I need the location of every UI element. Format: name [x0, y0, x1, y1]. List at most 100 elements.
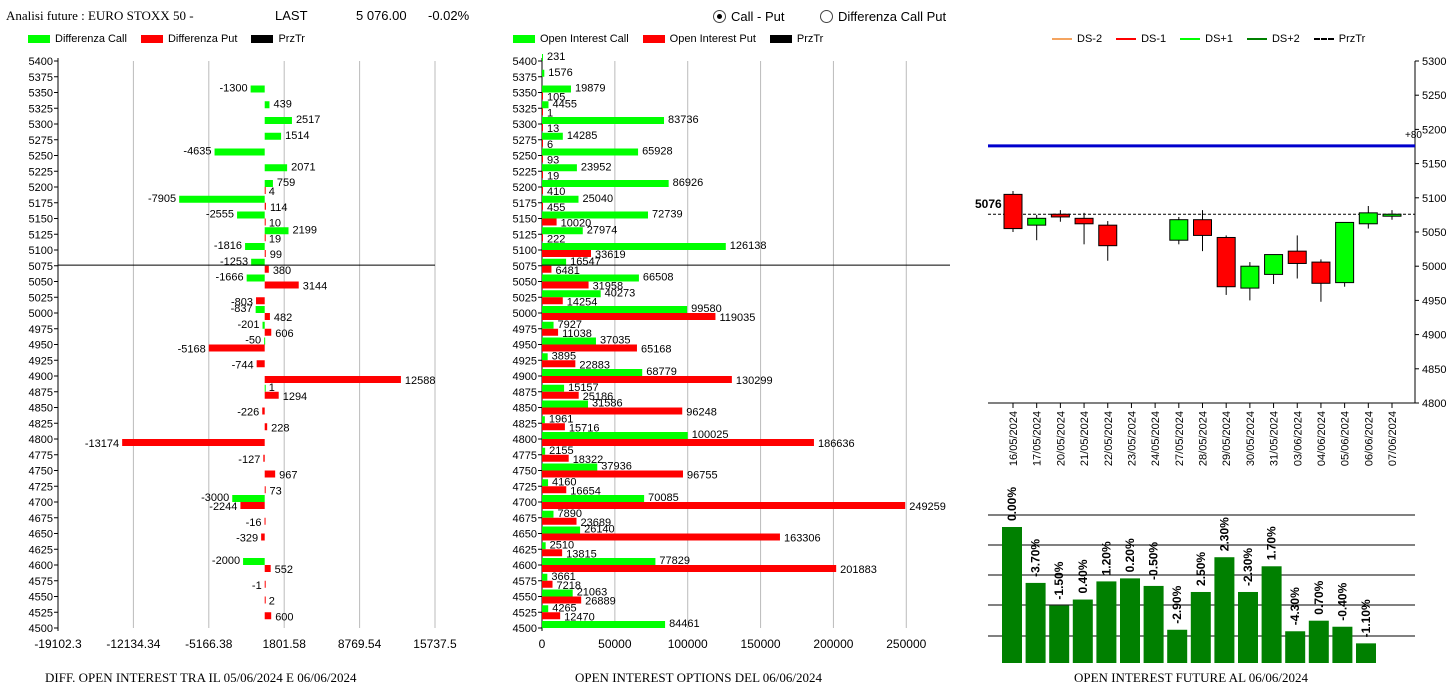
oi-put-label: 11038	[562, 328, 592, 340]
oi-put-bar	[542, 549, 563, 557]
oi-call-bar	[542, 463, 598, 471]
candle-y-label: 5000	[1422, 261, 1446, 273]
candle-date-label: 28/05/2024	[1198, 411, 1210, 466]
candle-body	[1382, 213, 1402, 217]
diff-put-label: 606	[275, 328, 293, 340]
diff-call-bar	[214, 148, 265, 156]
oi-put-bar	[542, 218, 557, 226]
diff-put-bar	[122, 439, 265, 446]
oi-put-bar	[542, 265, 552, 273]
future-bar	[1190, 591, 1211, 663]
oi-put-label: 22883	[579, 359, 610, 371]
diff-strike-label: 4975	[29, 324, 53, 336]
oi-put-label: 23689	[581, 517, 612, 529]
diff-call-bar	[264, 101, 270, 109]
diff-put-bar	[264, 202, 266, 210]
future-bar	[1049, 605, 1070, 663]
oi-strike-label: 5350	[513, 88, 537, 100]
diff-strike-label: 5325	[29, 103, 53, 115]
candle-y-label: 5250	[1422, 90, 1446, 102]
oi-call-bar	[542, 227, 583, 235]
diff-put-bar	[256, 297, 265, 305]
diff-call-label: -1253	[220, 256, 248, 268]
oi-call-bar	[542, 69, 545, 77]
future-bar-label: 2.50%	[1194, 552, 1208, 586]
diff-call-bar	[264, 132, 282, 140]
oi-call-bar	[542, 258, 567, 266]
oi-call-bar	[542, 132, 563, 140]
oi-strike-label: 4725	[513, 481, 537, 493]
oi-put-bar	[542, 533, 780, 541]
oi-put-label: 19	[547, 170, 559, 182]
oi-put-bar	[542, 391, 579, 399]
diff-strike-label: 4825	[29, 418, 53, 430]
diff-put-bar	[261, 533, 265, 541]
oi-strike-label: 5100	[513, 245, 537, 257]
oi-put-bar	[542, 297, 563, 305]
candle-body	[1027, 217, 1047, 226]
candle-body	[1003, 193, 1023, 230]
oi-call-bar	[542, 164, 577, 172]
oi-call-label: 37035	[600, 335, 631, 347]
oi-put-bar	[542, 596, 582, 604]
diff-call-bar	[264, 117, 292, 124]
oi-put-bar	[542, 454, 569, 462]
future-bar-label: -0.50%	[1147, 542, 1161, 580]
diff-put-label: 3144	[303, 281, 327, 293]
diff-strike-label: 5000	[29, 308, 53, 320]
future-bar	[1072, 599, 1093, 663]
oi-x-tick-label: 50000	[598, 637, 632, 651]
diff-put-label: 380	[273, 265, 291, 277]
diff-call-bar	[245, 243, 265, 250]
future-bar-label: 2.30%	[1217, 517, 1231, 551]
radio-call-put[interactable]: Call - Put	[713, 9, 784, 24]
oi-call-label: 66508	[643, 272, 674, 284]
candle-y-label: 5050	[1422, 227, 1446, 239]
diff-call-bar	[264, 164, 288, 172]
future-chart-title: OPEN INTEREST FUTURE AL 06/06/2024	[1074, 670, 1309, 685]
oi-put-label: 186636	[818, 438, 855, 450]
oi-call-label: 4160	[552, 476, 576, 488]
legend-item-oi-call: Open Interest Call	[513, 33, 629, 45]
oi-call-label: 21063	[577, 587, 608, 599]
diff-call-label: 759	[277, 177, 295, 189]
radio-diff-call-put[interactable]: Differenza Call Put	[820, 9, 946, 24]
candle-date-label: 17/05/2024	[1032, 411, 1044, 466]
radio-selected-icon	[713, 10, 726, 23]
diff-x-tick-label: 8769.54	[338, 637, 382, 651]
diff-strike-label: 5225	[29, 166, 53, 178]
oi-call-label: 31586	[592, 398, 623, 410]
oi-put-bar	[542, 328, 559, 336]
diff-put-label: -5168	[178, 344, 206, 356]
candle-date-label: 24/05/2024	[1150, 411, 1162, 466]
diff-strike-label: 5400	[29, 56, 53, 68]
oi-strike-label: 4800	[513, 434, 537, 446]
candle-body	[1169, 219, 1189, 241]
diff-put-bar	[264, 486, 266, 494]
oi-strike-label: 4825	[513, 418, 537, 430]
diff-call-label: -837	[231, 303, 253, 315]
oi-call-bar	[542, 447, 546, 455]
legend-item-oi-przt: PrzTr	[769, 33, 823, 45]
diff-strike-label: 4900	[29, 371, 53, 383]
candle-level-label: +80	[1405, 130, 1422, 141]
diff-strike-label: 4600	[29, 560, 53, 572]
oi-x-tick-label: 200000	[813, 637, 853, 651]
oi-call-label: 4265	[552, 602, 576, 614]
oi-strike-label: 4750	[513, 466, 537, 478]
oi-call-bar	[542, 589, 573, 597]
oi-put-bar	[542, 344, 637, 352]
candle-date-label: 21/05/2024	[1079, 411, 1091, 466]
oi-put-label: 31958	[593, 281, 624, 293]
diff-call-label: -4635	[183, 146, 211, 158]
oi-put-label: 13815	[566, 548, 597, 560]
oi-put-bar	[542, 202, 543, 210]
legend-oi: Open Interest Call Open Interest Put Prz…	[513, 33, 823, 45]
diff-strike-label: 5175	[29, 198, 53, 210]
oi-put-label: 6481	[555, 265, 579, 277]
diff-chart-title: DIFF. OPEN INTEREST TRA IL 05/06/2024 E …	[45, 670, 357, 685]
diff-strike-label: 5100	[29, 245, 53, 257]
oi-put-bar	[542, 92, 543, 100]
oi-put-label: 130299	[736, 375, 773, 387]
oi-call-bar	[542, 195, 579, 203]
